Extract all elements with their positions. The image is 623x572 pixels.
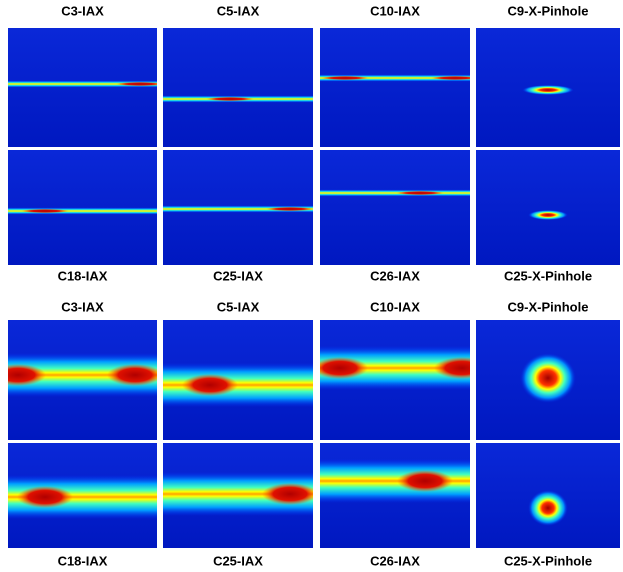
image-panel [8, 28, 157, 147]
panel-label: C26-IAX [370, 268, 420, 283]
hot-spot [8, 364, 46, 386]
image-panel [8, 443, 157, 548]
panel-background [163, 28, 313, 147]
beam-streak [320, 74, 470, 82]
panel-label: C25-IAX [213, 553, 263, 568]
hot-spot [266, 207, 313, 211]
panel-label: C10-IAX [370, 299, 420, 314]
hot-spot [107, 364, 157, 386]
hot-spot [320, 357, 368, 379]
hot-spot [434, 357, 470, 379]
panel-label: C5-IAX [217, 299, 260, 314]
pinhole-spot [528, 490, 568, 526]
beam-streak [8, 80, 157, 88]
panel-label: C9-X-Pinhole [508, 299, 589, 314]
hot-spot [396, 191, 444, 195]
image-panel [476, 28, 620, 147]
panel-label: C25-IAX [213, 268, 263, 283]
image-panel [320, 443, 470, 548]
panel-label: C3-IAX [61, 3, 104, 18]
panel-background [320, 150, 470, 265]
hot-spot [206, 97, 254, 101]
pinhole-spot [520, 353, 576, 403]
image-panel [476, 443, 620, 548]
beam-streak [320, 189, 470, 197]
image-panel [320, 28, 470, 147]
beam-streak [163, 205, 313, 213]
panel-background [320, 28, 470, 147]
panel-label: C25-X-Pinhole [504, 268, 592, 283]
hot-spot [182, 374, 238, 396]
image-panel [8, 320, 157, 440]
panel-label: C18-IAX [58, 268, 108, 283]
hot-spot [21, 209, 69, 213]
hot-spot [321, 76, 369, 80]
panel-label: C25-X-Pinhole [504, 553, 592, 568]
image-panel [163, 320, 313, 440]
image-panel [476, 150, 620, 265]
image-panel [8, 150, 157, 265]
panel-label: C5-IAX [217, 3, 260, 18]
panel-label: C9-X-Pinhole [508, 3, 589, 18]
image-panel [163, 443, 313, 548]
panel-label: C10-IAX [370, 3, 420, 18]
beam-streak [8, 207, 157, 215]
hot-spot [116, 82, 157, 86]
hot-spot [17, 486, 73, 508]
pinhole-spot [522, 85, 574, 95]
image-panel [320, 150, 470, 265]
panel-label: C26-IAX [370, 553, 420, 568]
image-panel [476, 320, 620, 440]
panel-background [476, 150, 620, 265]
image-panel [320, 320, 470, 440]
hot-spot [262, 483, 313, 505]
image-panel [163, 150, 313, 265]
panel-label: C18-IAX [58, 553, 108, 568]
hot-spot [397, 470, 453, 492]
pinhole-spot [528, 210, 568, 220]
image-panel [163, 28, 313, 147]
panel-label: C3-IAX [61, 299, 104, 314]
hot-spot [431, 76, 470, 80]
